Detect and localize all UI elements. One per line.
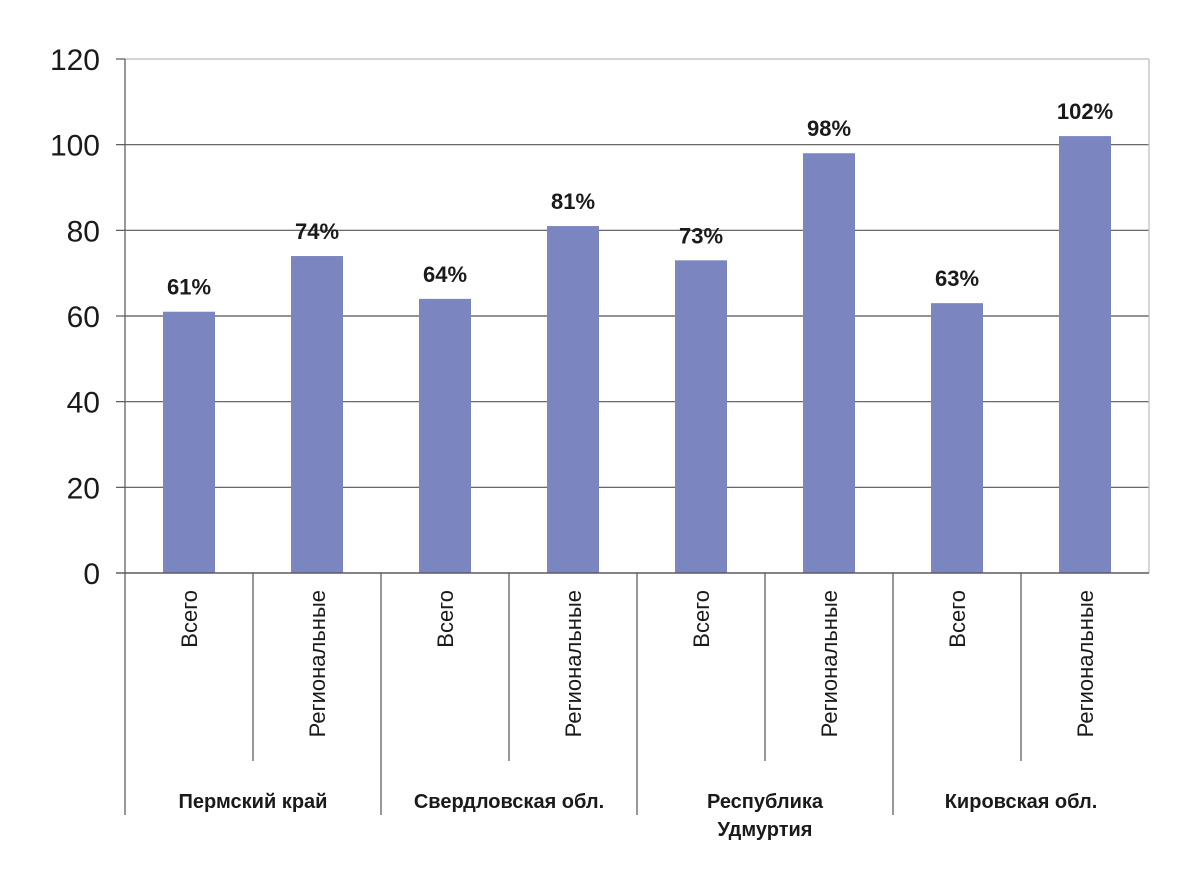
data-label: 74% — [295, 219, 339, 244]
y-tick-label: 80 — [67, 215, 100, 248]
group-label: Удмуртия — [718, 819, 813, 841]
bar — [291, 256, 343, 573]
data-label: 81% — [551, 189, 595, 214]
group-label: Кировская обл. — [945, 791, 1098, 813]
data-label: 64% — [423, 262, 467, 287]
y-tick-label: 120 — [50, 44, 100, 77]
y-tick-label: 60 — [67, 301, 100, 334]
x-category-label: Региональные — [305, 590, 330, 737]
x-category-label: Региональные — [817, 590, 842, 737]
group-label: Республика — [707, 791, 824, 813]
x-category-label: Всего — [177, 590, 202, 648]
group-label: Пермский край — [179, 791, 328, 813]
y-tick-label: 40 — [67, 387, 100, 420]
data-label: 102% — [1057, 99, 1113, 124]
data-label: 98% — [807, 116, 851, 141]
bar — [1059, 136, 1111, 573]
x-category-label: Всего — [689, 590, 714, 648]
bar — [931, 303, 983, 573]
bar — [163, 311, 215, 573]
x-category-label: Всего — [433, 590, 458, 648]
y-tick-label: 20 — [67, 472, 100, 505]
x-category-label: Региональные — [1073, 590, 1098, 737]
y-tick-label: 0 — [83, 558, 100, 591]
x-category-label: Региональные — [561, 590, 586, 737]
bar — [547, 226, 599, 574]
data-label: 63% — [935, 266, 979, 291]
data-label: 73% — [679, 223, 723, 248]
data-label: 61% — [167, 275, 211, 300]
x-category-label: Всего — [945, 590, 970, 648]
bar — [675, 260, 727, 573]
y-tick-label: 100 — [50, 130, 100, 163]
bar — [419, 298, 471, 573]
bar — [803, 153, 855, 573]
group-label: Свердловская обл. — [414, 791, 604, 813]
